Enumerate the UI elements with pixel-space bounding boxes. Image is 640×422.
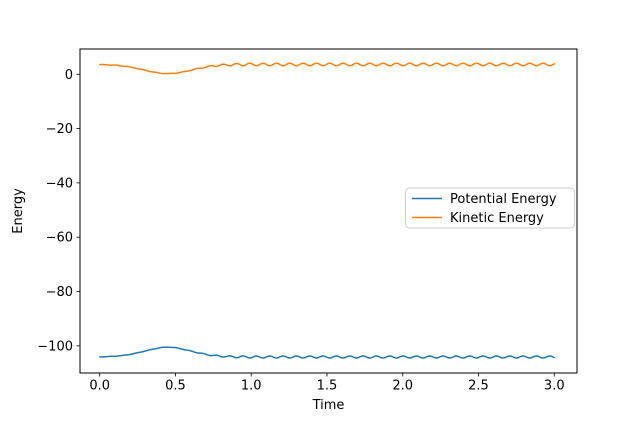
x-tick-label: 0.0 [89, 379, 110, 394]
x-tick-label: 1.0 [241, 379, 262, 394]
x-tick-label: 3.0 [544, 379, 565, 394]
x-axis-label: Time [312, 398, 345, 413]
y-tick-label: −40 [46, 176, 73, 191]
data-lines [98, 62, 556, 359]
axis-ticks: 0.0 0.5 1.0 1.5 2.0 2.5 3.0 0 −20 −40 −60 −80 −100 [37, 68, 564, 394]
x-tick-label: 2.5 [468, 379, 489, 394]
x-tick-label: 2.0 [392, 379, 413, 394]
legend: Potential Energy Kinetic Energy [405, 187, 575, 229]
y-tick-label: −80 [46, 285, 73, 300]
y-tick-label: 0 [65, 68, 73, 83]
legend-label-potential-energy: Potential Energy [450, 192, 557, 207]
legend-box [405, 187, 575, 229]
x-tick-label: 0.5 [165, 379, 186, 394]
series-line-kinetic-energy [98, 62, 556, 75]
y-tick-label: −60 [46, 231, 73, 246]
y-axis-label: Energy [11, 188, 26, 234]
y-tick-label: −100 [37, 339, 73, 354]
y-tick-label: −20 [46, 122, 73, 137]
legend-label-kinetic-energy: Kinetic Energy [450, 211, 544, 226]
x-tick-label: 1.5 [317, 379, 338, 394]
plot-area [79, 48, 578, 374]
series-line-potential-energy [98, 346, 556, 359]
